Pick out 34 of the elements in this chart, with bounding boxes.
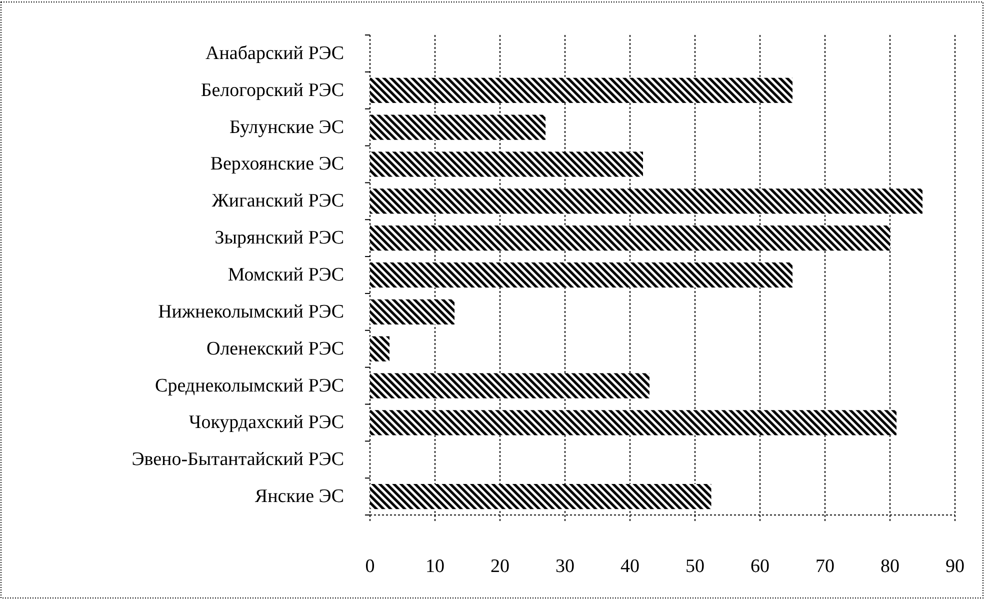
bar <box>370 484 712 510</box>
y-tick-label: Нижнеколымский РЭС <box>158 301 344 322</box>
y-tick-label: Булунские ЭС <box>230 116 344 138</box>
y-tick-label: Янские ЭС <box>254 486 344 508</box>
bar <box>370 78 792 103</box>
bar <box>370 226 890 251</box>
y-tick-label: Среднеколымский РЭС <box>155 375 344 396</box>
x-tick-label: 0 <box>365 556 375 577</box>
y-tick-label: Чокурдахский РЭС <box>188 412 344 434</box>
y-tick-label: Жиганский РЭС <box>212 190 344 212</box>
x-tick-label: 40 <box>620 556 640 577</box>
x-tick-label: 70 <box>816 556 834 577</box>
bar <box>370 114 546 140</box>
y-tick-label: Анабарский РЭС <box>206 42 344 64</box>
bar <box>370 299 454 324</box>
bar <box>370 336 390 362</box>
x-tick-label: 50 <box>686 556 704 577</box>
bar <box>370 152 643 177</box>
bar <box>370 188 922 214</box>
y-tick-label: Верхоянские ЭС <box>210 154 344 175</box>
y-tick-label: Зырянский РЭС <box>214 228 344 249</box>
x-tick-label: 80 <box>880 556 900 577</box>
bar <box>370 373 650 398</box>
x-tick-label: 60 <box>750 556 770 577</box>
x-tick-label: 20 <box>490 556 510 577</box>
y-tick-label: Оленекский РЭС <box>206 338 344 360</box>
y-tick-label: Белогорский РЭС <box>200 80 344 101</box>
x-tick-label: 30 <box>556 556 574 577</box>
x-tick-label: 90 <box>946 556 964 577</box>
x-tick-label: 10 <box>426 556 444 577</box>
y-tick-label: Эвено-Бытантайский РЭС <box>132 449 344 470</box>
bar <box>370 262 792 288</box>
bar <box>370 410 896 436</box>
y-tick-label: Момский РЭС <box>228 264 344 286</box>
